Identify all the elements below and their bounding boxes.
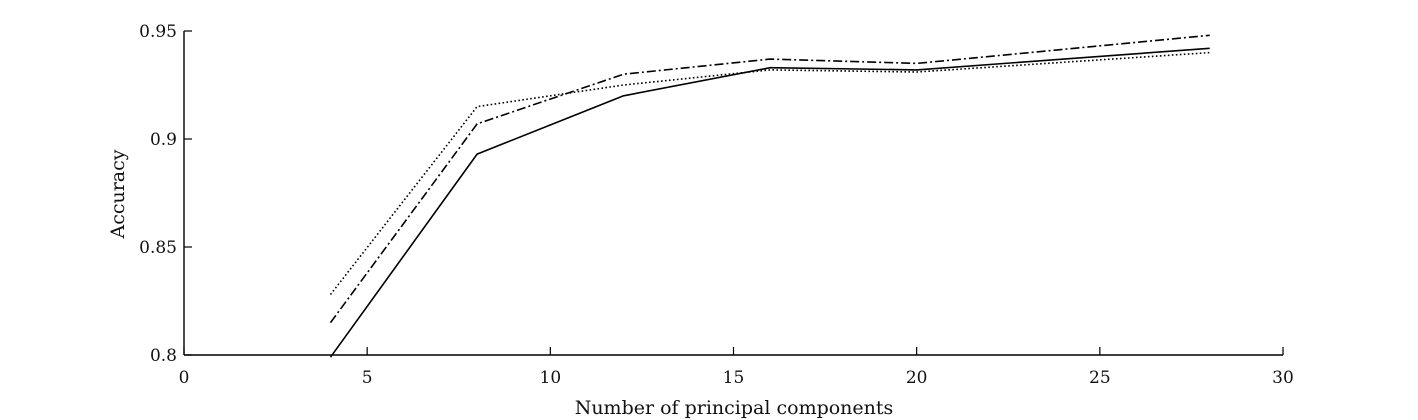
y-tick-label: 0.9 [150,130,177,150]
y-tick-label: 0.85 [139,238,177,258]
x-tick-label: 15 [723,368,745,388]
x-tick-label: 10 [540,368,562,388]
y-tick-label: 0.8 [150,346,177,366]
y-axis-ticks: 0.8 0.85 0.9 0.95 [139,22,192,366]
x-axis-ticks: 0 5 10 15 20 25 30 [179,347,1294,388]
x-tick-label: 0 [179,368,190,388]
series-line-3-dotted [329,51,1210,295]
y-tick-label: 0.95 [139,22,177,42]
plot-lines [329,34,1210,358]
x-tick-label: 20 [906,368,928,388]
series-line-2-dashdot [329,34,1210,324]
y-axis-label: Accuracy [107,149,129,239]
x-axis-label: Number of principal components [575,397,894,419]
x-tick-label: 5 [362,368,373,388]
series-line-1-solid [329,47,1210,358]
x-tick-label: 25 [1089,368,1111,388]
x-tick-label: 30 [1272,368,1294,388]
